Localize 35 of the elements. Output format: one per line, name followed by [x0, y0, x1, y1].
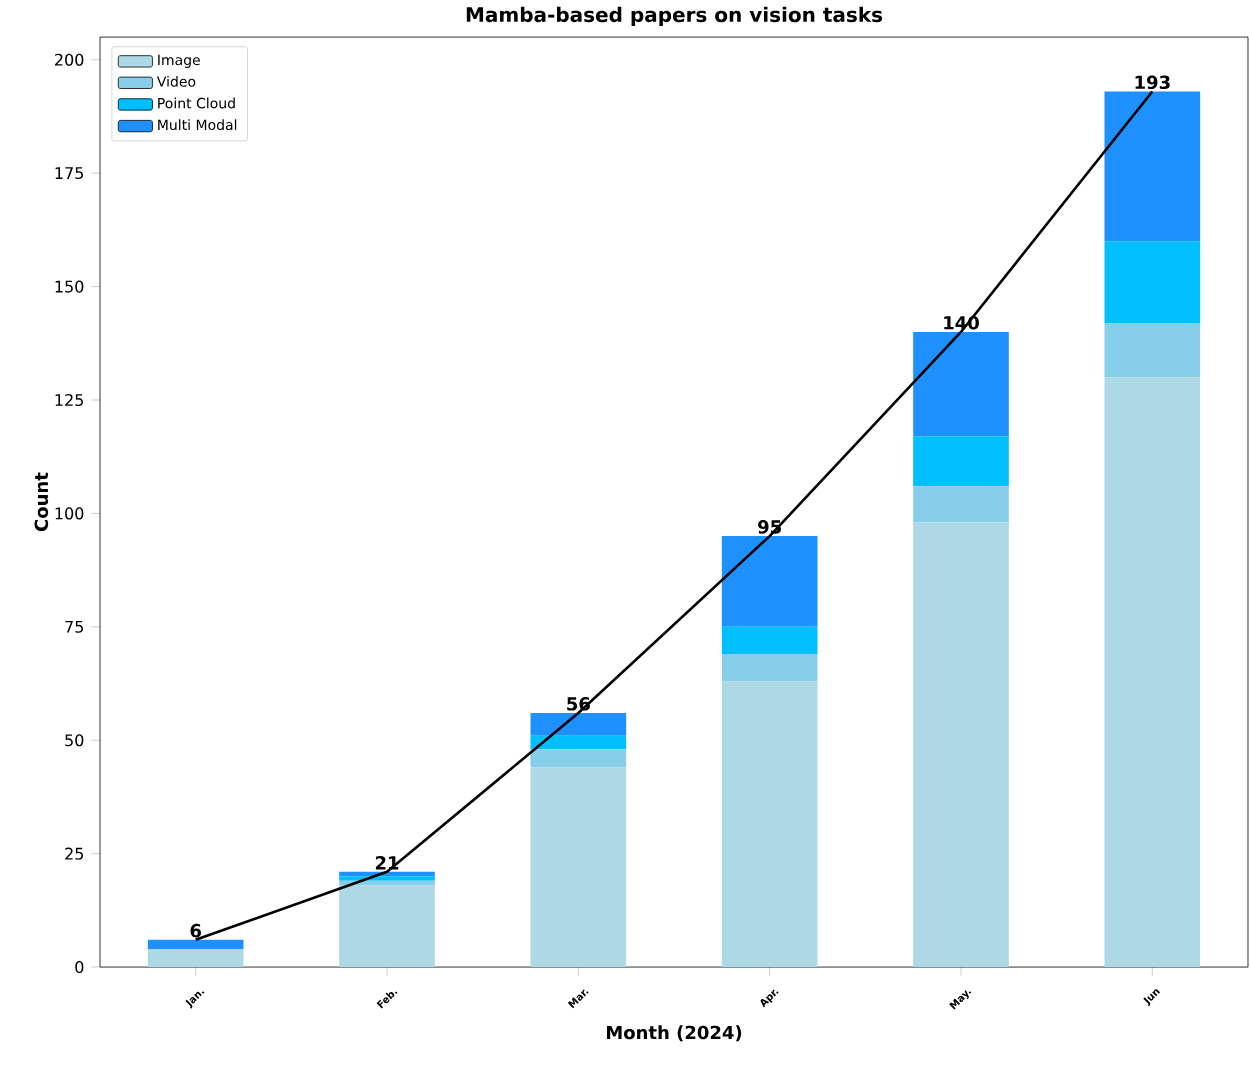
bar: [721, 654, 818, 682]
bar: [530, 713, 627, 737]
bar: [530, 749, 627, 768]
bar: [913, 332, 1009, 437]
y-tick-label: 0: [75, 961, 84, 974]
y-tick-label: 150: [55, 280, 84, 294]
y-tick-label: 200: [55, 54, 84, 67]
bar: [1104, 241, 1201, 324]
x-axis-title: Month (2024): [607, 1025, 742, 1042]
bar: [721, 536, 818, 628]
chart-title: Mamba-based papers on vision tasks: [466, 7, 883, 27]
bar: [339, 876, 435, 882]
bar: [913, 436, 1009, 487]
line-series: [194, 90, 1154, 942]
bar: [1104, 377, 1201, 968]
y-tick-label: 125: [55, 394, 84, 407]
y-tick-label: 175: [55, 167, 84, 180]
y-tick-label: 100: [55, 507, 84, 520]
bar: [1104, 323, 1201, 378]
bar: [913, 522, 1009, 968]
bar: [339, 885, 435, 968]
bar: [147, 949, 244, 968]
bar: [530, 767, 627, 968]
y-axis-title: Count: [34, 473, 49, 532]
bar: [147, 940, 244, 950]
y-tick-label: 25: [65, 848, 84, 861]
bar: [1104, 91, 1201, 242]
y-tick-label: 75: [65, 621, 84, 634]
bar: [530, 736, 627, 750]
total-label: 6: [190, 924, 201, 938]
total-label: 193: [1135, 75, 1170, 90]
bar: [721, 681, 818, 968]
bar: [913, 486, 1009, 523]
bar: [721, 627, 818, 655]
y-tick-label: 50: [65, 734, 84, 747]
